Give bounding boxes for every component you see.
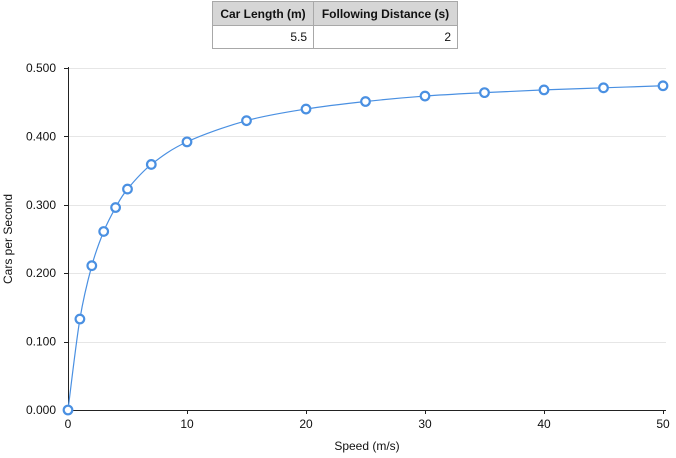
car-length-header: Car Length (m) — [212, 1, 314, 26]
y-tick-label: 0.300 — [26, 198, 56, 212]
data-point[interactable] — [86, 260, 98, 272]
data-point[interactable] — [657, 80, 669, 92]
data-point[interactable] — [538, 84, 550, 96]
parameters-table: Car Length (m) Following Distance (s) 5.… — [212, 1, 458, 49]
x-tick-label: 10 — [180, 417, 194, 431]
data-point[interactable] — [145, 159, 157, 170]
data-point[interactable] — [181, 136, 193, 148]
data-point[interactable] — [419, 90, 431, 102]
data-point[interactable] — [300, 103, 312, 115]
data-point[interactable] — [598, 82, 609, 94]
car-length-value[interactable]: 5.5 — [212, 25, 314, 49]
x-tick-labels: 0 10 20 30 40 50 — [65, 410, 670, 431]
y-tick-label: 0.000 — [26, 403, 56, 417]
y-tick-label: 0.500 — [26, 61, 56, 75]
data-point[interactable] — [122, 183, 133, 195]
parameters-value-row: 5.5 2 — [212, 25, 458, 49]
data-point[interactable] — [74, 313, 86, 325]
following-distance-value[interactable]: 2 — [313, 25, 458, 49]
data-point[interactable] — [98, 226, 110, 237]
y-tick-labels: 0.000 0.100 0.200 0.300 0.400 0.500 — [26, 61, 68, 417]
x-tick-label: 0 — [65, 417, 72, 431]
x-tick-label: 50 — [656, 417, 670, 431]
gridlines — [68, 68, 666, 343]
data-point[interactable] — [479, 87, 490, 99]
data-point[interactable] — [110, 202, 121, 213]
y-tick-label: 0.200 — [26, 266, 56, 280]
parameters-header-row: Car Length (m) Following Distance (s) — [212, 1, 458, 26]
data-points — [62, 80, 669, 416]
x-axis-title: Speed (m/s) — [334, 439, 399, 453]
y-axis-title: Cars per Second — [1, 194, 15, 284]
data-point[interactable] — [62, 404, 74, 416]
y-tick-label: 0.400 — [26, 129, 56, 143]
series-line — [67, 85, 664, 411]
y-tick-label: 0.100 — [26, 335, 56, 349]
x-tick-label: 30 — [418, 417, 432, 431]
x-tick-label: 40 — [537, 417, 551, 431]
data-point[interactable] — [360, 96, 371, 107]
data-point[interactable] — [241, 115, 252, 127]
x-tick-label: 20 — [299, 417, 313, 431]
